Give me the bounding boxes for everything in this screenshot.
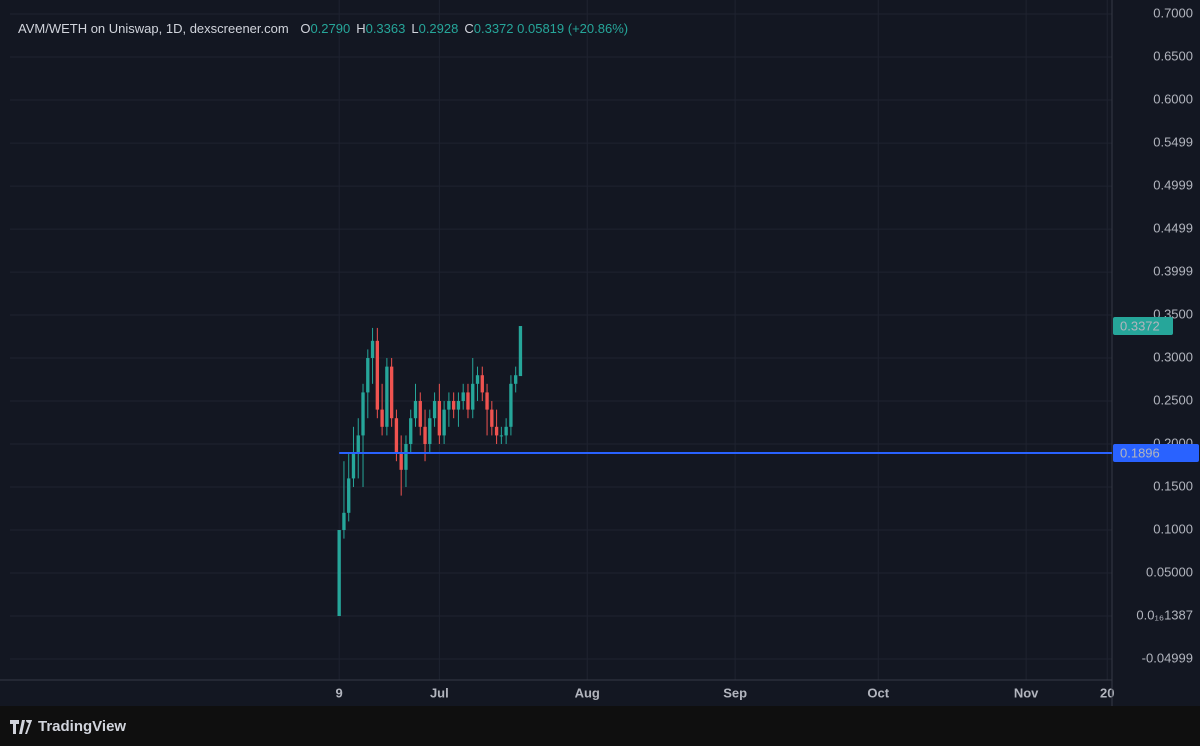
candle-body (504, 426, 508, 436)
ohlc-value: 0.2928 (418, 21, 459, 36)
candle-body (347, 478, 351, 513)
y-tick-label: 0.3000 (1153, 349, 1193, 364)
candle-body (494, 426, 499, 436)
y-tick-label: -0.04999 (1142, 650, 1193, 665)
candle-body (456, 401, 461, 410)
candle-body (380, 409, 384, 427)
x-tick-label: Aug (575, 685, 600, 700)
y-tick-label: 0.05000 (1146, 564, 1193, 579)
ohlc-key: C (464, 21, 474, 36)
candle-body (451, 401, 456, 410)
candle-body (361, 392, 365, 436)
candle-body (480, 375, 484, 393)
candle-body (366, 358, 370, 393)
footer: TradingView (0, 706, 1200, 746)
candle-body (342, 512, 346, 531)
candle-body (490, 409, 494, 427)
y-tick-label: 0.6000 (1153, 91, 1193, 106)
y-tick-label: 0.5499 (1153, 135, 1193, 150)
last-price-bg (1113, 317, 1173, 336)
ohlc-key: H (356, 21, 366, 36)
price-label: 0.1896 (1120, 445, 1160, 460)
candle-body (418, 401, 422, 427)
candle-body (409, 418, 413, 445)
candle-body (389, 366, 394, 419)
candle-body (356, 435, 360, 453)
candle-body (404, 444, 408, 470)
candle-body (447, 401, 451, 410)
candle-body (385, 366, 389, 427)
y-tick-label: 0.1500 (1153, 478, 1193, 493)
candle-body (351, 452, 356, 479)
ohlc-value: 0.3372 (473, 21, 514, 36)
candle-body (423, 426, 427, 445)
chart: 9 Jul Aug Sep Oct Nov 20 0.7000 0.6500 0.6000 0.54… (0, 0, 1200, 706)
y-tick-label: 0.4499 (1153, 221, 1193, 236)
candle-body (428, 418, 432, 445)
y-tick-label: 0.6500 (1153, 48, 1193, 63)
candle-body (466, 392, 470, 410)
x-tick-label: Nov (1014, 685, 1039, 700)
candle-body (394, 418, 399, 453)
candle-body (375, 340, 380, 410)
x-tick-label: 9 (336, 685, 343, 700)
candle-body (514, 375, 518, 384)
candle-body (499, 435, 504, 437)
candle-body (461, 392, 465, 402)
y-tick-label: 0.3999 (1153, 264, 1193, 279)
ohlc-value: 0.2790 (310, 21, 351, 36)
x-tick-label: Oct (867, 685, 889, 700)
y-tick-label: 0.7000 (1153, 5, 1193, 20)
candle-body (471, 383, 475, 410)
candle-body (432, 401, 437, 419)
change-pct: (+20.86%) (567, 21, 629, 36)
ohlc-key: O (300, 21, 311, 36)
logo (10, 720, 32, 734)
price-label-bg (1113, 443, 1199, 462)
candle-body (399, 452, 403, 470)
last-price-label: 0.3372 (1120, 318, 1160, 333)
brand: TradingView (38, 718, 127, 735)
ohlc: O0.2790 H0.3363 L0.2928 C0.3372 (292, 21, 513, 36)
plot-bg (0, 0, 1200, 706)
legend-header: AVM/WETH on Uniswap, 1D, dexscreener.com… (18, 21, 628, 36)
y-tick-label: 0.0₁₆1387 (1136, 607, 1193, 622)
candle-body (370, 340, 375, 359)
candle-body (413, 401, 418, 419)
candle-body (475, 375, 480, 384)
candle-body (509, 383, 513, 427)
y-tick-label: 0.2500 (1153, 392, 1193, 407)
title: AVM/WETH on Uniswap, 1D, dexscreener.com (18, 21, 289, 36)
candle-body (437, 401, 442, 436)
candle-body (337, 530, 341, 617)
candle-body (485, 392, 489, 410)
change: 0.05819 (517, 21, 565, 36)
x-tick-label: Sep (723, 685, 747, 700)
x-tick-label: 20 (1100, 685, 1114, 700)
ohlc-value: 0.3363 (365, 21, 406, 36)
x-tick-label: Jul (430, 685, 449, 700)
candle-body (442, 409, 446, 436)
y-tick-label: 0.4999 (1153, 178, 1193, 193)
candle-body (518, 326, 523, 377)
y-tick-label: 0.1000 (1153, 521, 1193, 536)
ohlc-key: L (411, 21, 419, 36)
